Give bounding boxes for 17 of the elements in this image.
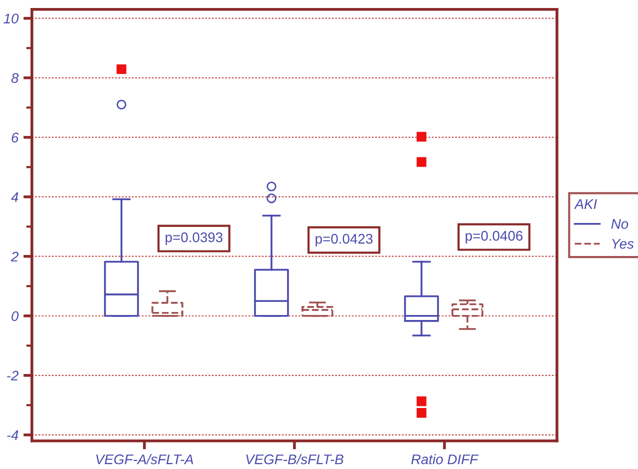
y-tick-label: -4 [7, 430, 18, 440]
legend-title: AKI [574, 199, 597, 209]
legend-label: No [611, 219, 628, 229]
y-tick-label: 8 [11, 73, 19, 83]
annotation: p=0.0423 [316, 234, 372, 246]
x-tick-label: VEGF-B/sFLT-B [246, 454, 344, 464]
y-tick-label: 2 [10, 252, 19, 262]
annotation: p=0.0406 [466, 230, 523, 244]
y-tick-label: -2 [7, 370, 19, 380]
y-tick-label: 0 [12, 311, 19, 322]
annotation: p=0.0393 [166, 232, 222, 245]
y-tick-label: 6 [12, 132, 19, 143]
y-tick-label: 10 [4, 14, 19, 24]
legend-label: Yes [612, 239, 634, 249]
x-tick-label: VEGF-A/sFLT-A [96, 454, 194, 464]
x-tick-label: Ratio DIFF [411, 454, 479, 464]
y-tick-label: 4 [11, 192, 18, 202]
